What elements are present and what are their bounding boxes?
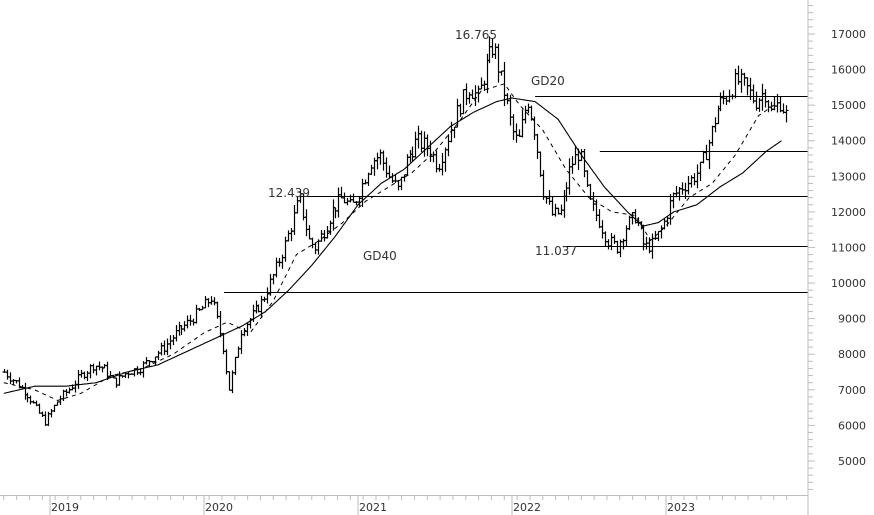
y-tick-label: 11000 [831, 241, 866, 254]
y-tick-label: 13000 [831, 170, 866, 183]
y-tick-label: 16000 [831, 64, 866, 77]
level-label-12439: 12.439 [268, 186, 310, 200]
y-tick-label: 7000 [838, 384, 866, 397]
x-tick-label: 2022 [513, 501, 541, 514]
price-bars [2, 36, 789, 426]
y-tick-label: 14000 [831, 135, 866, 148]
y-tick-label: 6000 [838, 419, 866, 432]
x-tick-label: 2021 [359, 501, 387, 514]
y-tick-label: 10000 [831, 277, 866, 290]
y-tick-label: 12000 [831, 206, 866, 219]
x-tick-label: 2023 [667, 501, 695, 514]
y-tick-label: 8000 [838, 348, 866, 361]
y-tick-label: 17000 [831, 28, 866, 41]
x-tick-label: 2020 [205, 501, 233, 514]
y-tick-label: 15000 [831, 99, 866, 112]
x-axis: 2019 2020 2021 2022 2023 [0, 495, 808, 515]
gd20-moving-average [3, 83, 775, 402]
x-tick-label: 2019 [51, 501, 79, 514]
y-axis: 5000 6000 7000 8000 9000 10000 11000 12000 13000… [807, 0, 866, 515]
y-tick-label: 5000 [838, 455, 866, 468]
y-tick-label: 9000 [838, 313, 866, 326]
gd20-label: GD20 [531, 74, 565, 88]
peak-label: 16.765 [455, 28, 497, 42]
gd40-moving-average [3, 97, 782, 394]
gd40-label: GD40 [363, 249, 397, 263]
level-label-11037: 11.037 [535, 244, 577, 258]
